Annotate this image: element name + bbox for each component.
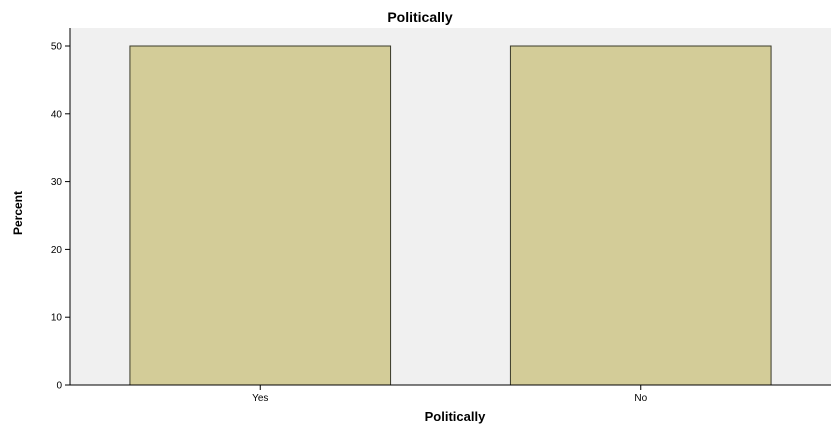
y-tick-label: 20	[51, 245, 63, 256]
y-tick-label: 50	[51, 42, 63, 53]
y-axis-title: Percent	[11, 191, 25, 235]
x-tick-label: Yes	[252, 393, 268, 404]
y-tick-label: 0	[56, 381, 62, 392]
chart-title: Politically	[387, 9, 453, 25]
y-ticks-layer: 0 10 20 30 40 50	[51, 42, 70, 392]
y-tick-label: 30	[51, 177, 63, 188]
bar-no	[509, 45, 772, 386]
x-ticks-layer: Yes No	[252, 385, 648, 404]
x-tick-label: No	[634, 393, 647, 404]
bars-layer	[129, 45, 772, 386]
bar-yes	[129, 45, 392, 386]
y-tick-label: 40	[51, 109, 63, 120]
y-tick-label: 10	[51, 313, 63, 324]
x-axis-title: Politically	[425, 409, 486, 424]
